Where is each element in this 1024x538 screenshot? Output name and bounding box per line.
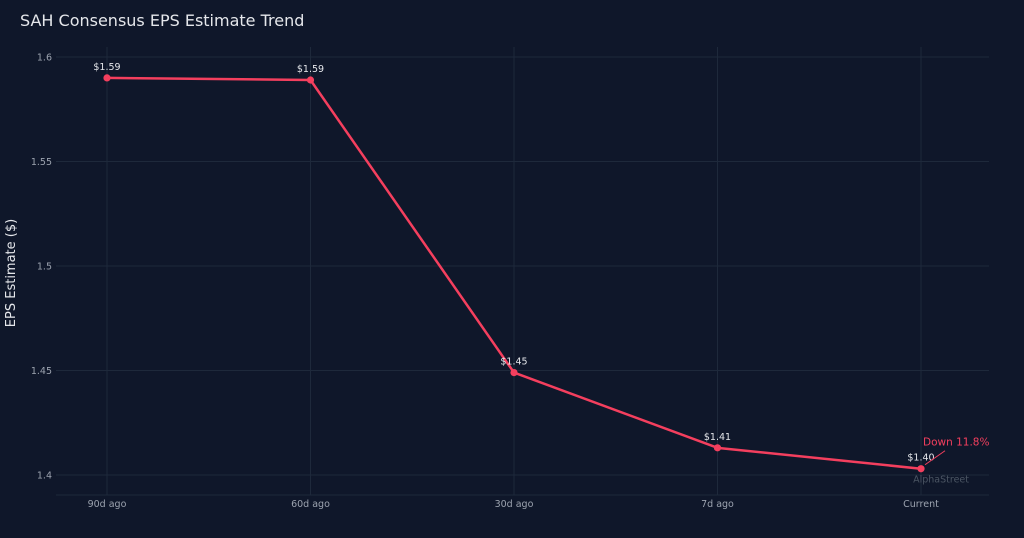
chart-title: SAH Consensus EPS Estimate Trend [20,11,304,30]
series-layer [103,74,925,473]
data-point [306,76,315,84]
y-tick-label: 1.4 [37,471,52,482]
data-point [713,444,722,452]
x-tick-label: Current [903,499,939,510]
annotation-leader-line [924,450,946,466]
data-label: $1.59 [297,64,324,75]
y-tick-label: 1.6 [37,53,52,64]
x-tick-label: 60d ago [291,499,330,510]
data-point [510,368,518,377]
x-tick-label: 30d ago [495,499,534,510]
data-label: $1.45 [500,357,527,368]
x-tick-label: 7d ago [701,499,734,510]
grid-lines [56,47,989,496]
watermark: AlphaStreet [913,475,969,486]
axis-ticks: 1.4 1.45 1.5 1.55 1.6 90d ago 60d ago 30d ago 7d… [31,53,939,511]
y-tick-label: 1.5 [37,262,52,273]
data-labels: $1.59 $1.59 $1.45 $1.41 $1.40 [93,62,934,464]
y-axis-label: EPS Estimate ($) [4,219,19,327]
data-label: $1.41 [704,432,731,443]
data-label: $1.59 [93,62,120,73]
data-point [103,74,111,82]
data-label: $1.40 [907,453,934,464]
y-tick-label: 1.45 [31,366,52,377]
x-tick-label: 90d ago [88,499,127,510]
y-tick-label: 1.55 [31,157,52,168]
annotation-text: Down 11.8% [923,437,989,449]
data-point [917,465,925,473]
